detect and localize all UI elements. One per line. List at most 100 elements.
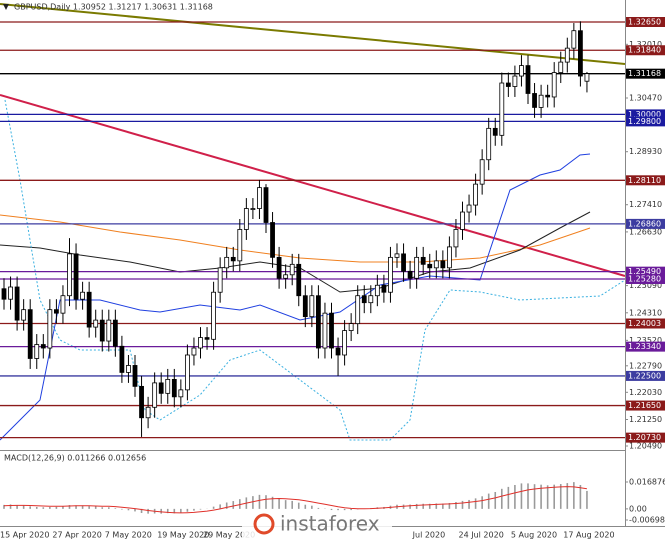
watermark-logo [253, 513, 275, 535]
candle-body [329, 312, 334, 349]
level-label: 1.23340 [628, 342, 661, 351]
candle-body [86, 291, 92, 328]
candle-body [54, 309, 59, 314]
candle-body [296, 263, 302, 297]
x-tick-label: 5 Aug 2020 [511, 531, 557, 540]
level-box [626, 370, 665, 381]
candle-body [40, 344, 46, 349]
y-tick-label: 1.20490 [629, 442, 662, 451]
candle-body [361, 295, 367, 304]
y-tick-label: 1.27410 [629, 200, 662, 209]
watermark: instaforex [242, 510, 392, 538]
candle-body [479, 159, 485, 185]
candle-body [388, 256, 393, 293]
level-box [626, 432, 665, 443]
moving-average [0, 214, 591, 263]
candle-body [184, 354, 190, 391]
level-box [626, 17, 665, 27]
candle-body [355, 295, 361, 325]
candle-body [538, 94, 544, 108]
y-tick-label: 0.00 [629, 504, 647, 513]
panel-separator [0, 450, 625, 451]
candle-body [204, 337, 210, 340]
level-box [626, 266, 665, 277]
kijun-line [0, 153, 591, 441]
y-tick-label: 0.016876 [629, 478, 665, 487]
candle-body [322, 312, 328, 349]
candle-body [67, 253, 72, 297]
level-label: 1.20730 [628, 433, 661, 442]
candle-body [171, 379, 177, 398]
candle-body [27, 309, 33, 359]
x-tick-label: 29 May 2020 [203, 531, 255, 540]
candle-body [551, 72, 557, 98]
x-tick-label: 15 Apr 2020 [0, 531, 49, 540]
candle-body [243, 208, 249, 230]
candle-body [466, 204, 472, 213]
candle-body [283, 274, 289, 279]
x-tick-label: 17 Aug 2020 [563, 531, 614, 540]
x-tick-label: 7 May 2020 [105, 531, 152, 540]
candle-body [505, 82, 511, 87]
level-label: 1.31168 [628, 69, 661, 78]
candle-body [532, 93, 537, 108]
candle-body [374, 284, 380, 297]
candle-body [525, 65, 531, 94]
candle-body [473, 183, 479, 206]
candle-body [14, 286, 20, 321]
y-tick-label: 1.24310 [629, 308, 662, 317]
candle-body [198, 337, 203, 349]
macd-title: MACD(12,26,9) 0.011266 0.012656 [4, 454, 146, 463]
level-box [626, 175, 665, 186]
candle-body [93, 319, 99, 328]
title-marker [3, 4, 9, 10]
level-label: 1.25490 [628, 267, 661, 276]
candle-body [545, 94, 551, 98]
level-label: 1.26860 [628, 219, 661, 228]
candle-body [578, 30, 583, 77]
y-tick-label: 1.25090 [629, 281, 662, 290]
candle-body [460, 211, 465, 230]
x-tick-label: Jul 2020 [412, 531, 446, 540]
y-tick-label: 1.22790 [629, 361, 662, 370]
candle-body [211, 291, 217, 340]
candle-body [276, 256, 282, 279]
level-box [626, 400, 665, 411]
candle-body [145, 406, 151, 419]
x-tick-label: 27 Apr 2020 [52, 531, 101, 540]
candle-body [342, 330, 348, 356]
candle-body [407, 270, 413, 279]
candle-body [139, 385, 144, 419]
candle-body [191, 347, 197, 356]
level-label: 1.25280 [628, 274, 661, 283]
candle-body [1, 288, 7, 300]
candle-body [440, 260, 446, 269]
candle-body [427, 263, 433, 269]
signal-line [3, 486, 587, 514]
candle-body [263, 187, 269, 223]
y-tick-label: 1.30470 [629, 94, 662, 103]
candle-body [250, 208, 256, 210]
candle-body [394, 253, 400, 258]
y-tick-label: -0.006989 [629, 516, 665, 525]
candle-body [289, 263, 295, 276]
candle-body [119, 345, 125, 373]
candle-body [257, 187, 262, 209]
candle-body [564, 47, 570, 63]
candle-body [60, 295, 66, 314]
y-tick-label: 1.28930 [629, 147, 662, 156]
candle-body [158, 382, 164, 394]
candle-body [126, 365, 131, 373]
candle-body [99, 319, 105, 342]
candle-body [453, 229, 459, 248]
candle-body [178, 389, 184, 398]
candle-body [414, 256, 420, 279]
level-label: 1.21650 [628, 401, 661, 410]
candle-body [571, 30, 577, 49]
candle-body [486, 127, 492, 161]
x-tick-label: 24 Jul 2020 [459, 531, 504, 540]
x-tick-label: 19 May 2020 [157, 531, 209, 540]
candle-body [368, 295, 374, 304]
candle-body [165, 379, 171, 394]
